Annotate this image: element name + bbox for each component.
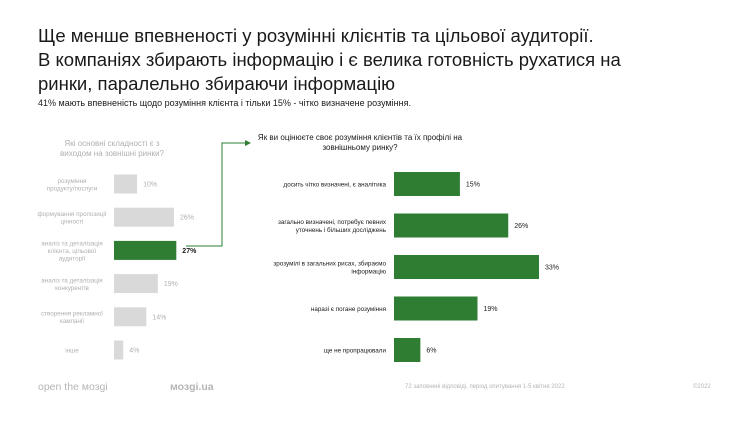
right-chart-bar — [394, 172, 460, 196]
footer-site: мозgi.ua — [170, 381, 214, 393]
right-chart-value-label: 19% — [483, 306, 497, 313]
left-chart-bar — [114, 307, 147, 327]
left-chart-category-label: формування пропозиції цінності — [37, 210, 106, 226]
footer-tagline: open the мозgi — [38, 381, 108, 393]
left-chart-category-label: інше — [65, 347, 79, 355]
connector-arrow-head — [245, 140, 251, 146]
left-chart-bar — [114, 340, 124, 360]
left-chart-value-label: 26% — [180, 215, 194, 222]
right-chart-value-label: 15% — [466, 182, 480, 189]
right-chart-bar — [394, 213, 509, 238]
slide-title: Ще менше впевненості у розумінні клієнті… — [38, 24, 728, 96]
right-chart-bar — [394, 255, 539, 279]
right-chart-bar — [394, 296, 478, 321]
left-chart-category-label: створення рекламної кампанії — [41, 311, 103, 326]
left-chart-value-label: 10% — [143, 182, 157, 189]
left-chart-category-label: аналіз та деталізація конкурентів — [41, 276, 102, 292]
left-chart-bar — [114, 274, 158, 294]
left-chart-bar — [114, 207, 174, 227]
slide-title-line: ринки, паралельно збираючи інформацію — [38, 73, 396, 94]
left-chart-value-label: 19% — [164, 281, 178, 288]
connector-arrow-line — [186, 142, 246, 247]
footer-note: 72 заповнені відповіді, період опитуванн… — [405, 384, 565, 390]
left-chart-category-label: аналіз та деталізація клієнта, цільової ау… — [41, 239, 102, 262]
left-chart-title: Які основні складності є з виходом на зов… — [60, 139, 164, 158]
right-chart-bar — [394, 338, 421, 362]
left-chart-bar — [114, 240, 177, 260]
right-chart-value-label: 33% — [545, 265, 559, 272]
right-chart-category-label: ще не пропрацювали — [324, 348, 387, 355]
left-chart-value-label: 27% — [182, 248, 197, 255]
slide-title-line: Ще менше впевненості у розумінні клієнті… — [38, 25, 594, 46]
slide-subtitle: 41% мають впевненість щодо розуміння клі… — [38, 98, 411, 108]
right-chart-title: Як ви оцінюєте своє розуміння клієнтів т… — [258, 133, 463, 152]
footer-year: ©2022 — [693, 384, 711, 390]
slide-title-line: В компаніях збирають інформацію і є вели… — [38, 49, 621, 70]
right-chart-category-label: загально визначені, потребує певних уточн… — [278, 218, 387, 234]
left-chart-bar — [114, 174, 138, 194]
left-chart-value-label: 14% — [152, 314, 166, 321]
left-chart-category-label: розуміння продукту/послуги — [47, 177, 98, 193]
connector-arrow — [186, 140, 251, 247]
right-chart-value-label: 26% — [514, 223, 528, 230]
right-chart-category-label: наразі є погане розуміння — [311, 305, 386, 313]
right-chart-category-label: зрозумілі в загальних рисах, збираємо інф… — [273, 260, 386, 276]
left-chart-value-label: 4% — [129, 348, 139, 355]
right-chart-value-label: 6% — [426, 348, 436, 355]
right-chart-category-label: досить чітко визначені, є аналітика — [284, 181, 387, 189]
